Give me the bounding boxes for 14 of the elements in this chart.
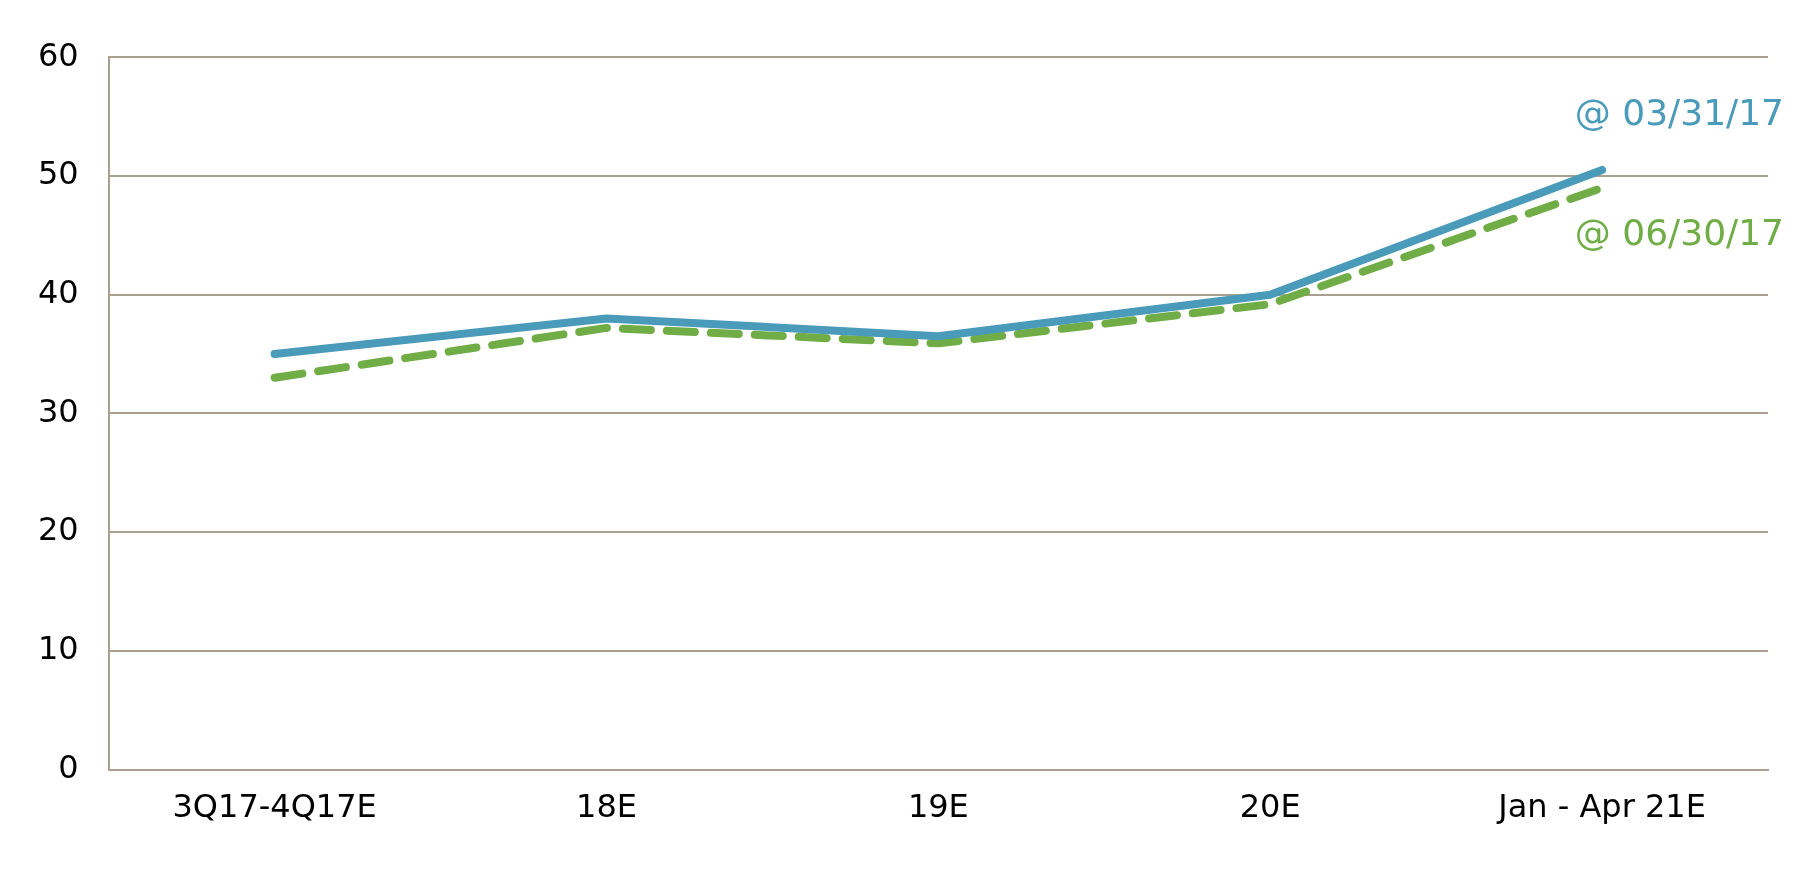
y-tick-label: 50	[38, 154, 79, 193]
y-tick-label: 10	[38, 629, 79, 668]
y-tick-label: 30	[38, 391, 79, 430]
series-label: @ 06/30/17	[1574, 212, 1784, 254]
series-label: @ 03/31/17	[1574, 92, 1784, 134]
y-tick-label: 40	[38, 272, 79, 311]
x-tick-label: 18E	[576, 787, 637, 826]
x-tick-label: Jan - Apr 21E	[1496, 787, 1706, 826]
y-tick-label: 20	[38, 510, 79, 549]
x-tick-label: 3Q17-4Q17E	[172, 787, 377, 826]
y-tick-label: 60	[38, 35, 79, 74]
x-tick-label: 20E	[1239, 787, 1301, 826]
x-tick-label: 19E	[907, 787, 969, 826]
y-tick-label: 0	[58, 747, 79, 786]
